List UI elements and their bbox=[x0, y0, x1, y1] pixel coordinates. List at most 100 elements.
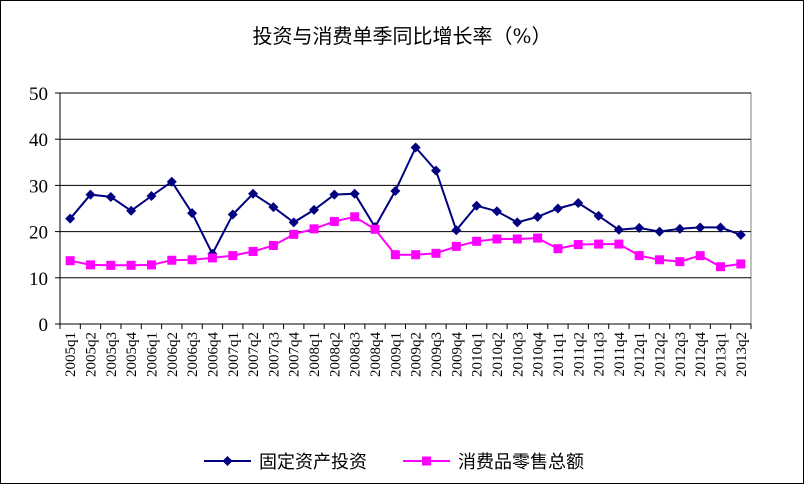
data-point bbox=[451, 241, 461, 251]
chart-title: 投资与消费单季同比增长率（%） bbox=[252, 24, 551, 48]
data-point bbox=[552, 203, 563, 214]
data-point bbox=[288, 217, 299, 228]
x-axis-ticks: 2005q1 2005q2 2005q3 2005q4 2006q1 2006q2 2006… bbox=[63, 332, 750, 378]
x-tick-label: 2007q4 bbox=[287, 332, 303, 378]
data-point bbox=[736, 259, 746, 269]
data-point bbox=[187, 208, 198, 219]
x-tick-label: 2010q2 bbox=[490, 332, 506, 377]
data-point bbox=[634, 251, 644, 261]
x-tick-label: 2013q2 bbox=[734, 332, 750, 377]
legend: 固定资产投资 消费品零售总额 bbox=[204, 452, 584, 473]
data-point bbox=[451, 225, 462, 236]
data-point bbox=[268, 202, 279, 213]
data-point bbox=[268, 240, 278, 250]
series-1 bbox=[65, 142, 746, 259]
x-tick-label: 2007q3 bbox=[266, 332, 282, 377]
data-point bbox=[634, 222, 645, 233]
data-point bbox=[126, 205, 137, 216]
series-2 bbox=[65, 212, 746, 272]
data-point bbox=[187, 255, 197, 265]
data-point bbox=[715, 222, 726, 233]
data-point bbox=[390, 185, 401, 196]
x-tick-label: 2008q4 bbox=[368, 332, 384, 378]
y-tick-label: 50 bbox=[29, 84, 48, 105]
x-tick-label: 2006q3 bbox=[185, 332, 201, 377]
x-tick-label: 2006q2 bbox=[165, 332, 181, 377]
data-point bbox=[207, 253, 217, 263]
x-tick-label: 2012q1 bbox=[632, 332, 648, 377]
data-point bbox=[106, 260, 116, 270]
data-point bbox=[613, 224, 624, 235]
x-tick-label: 2010q4 bbox=[531, 332, 547, 378]
data-point bbox=[430, 165, 441, 176]
x-tick-label: 2008q2 bbox=[327, 332, 343, 377]
data-point bbox=[146, 191, 157, 202]
data-point bbox=[471, 200, 482, 211]
data-point bbox=[309, 224, 319, 234]
data-point bbox=[674, 223, 685, 234]
x-tick-label: 2005q1 bbox=[63, 332, 79, 377]
y-axis-ticks: 0 10 20 30 40 50 bbox=[29, 84, 48, 336]
x-tick-label: 2006q4 bbox=[205, 332, 221, 378]
data-point bbox=[65, 213, 76, 224]
x-tick-label: 2013q1 bbox=[714, 332, 730, 377]
data-point bbox=[65, 256, 75, 266]
x-tick-label: 2005q2 bbox=[83, 332, 99, 377]
data-point bbox=[532, 211, 543, 222]
data-point bbox=[390, 250, 400, 260]
data-point bbox=[431, 248, 441, 258]
data-point bbox=[349, 188, 360, 199]
data-point bbox=[695, 251, 705, 261]
x-tick-label: 2009q3 bbox=[429, 332, 445, 377]
data-point bbox=[491, 206, 502, 217]
data-point bbox=[695, 222, 706, 233]
data-point bbox=[533, 233, 543, 243]
x-tick-label: 2011q4 bbox=[612, 332, 628, 377]
x-tick-label: 2011q2 bbox=[571, 332, 587, 376]
legend-entry-1: 固定资产投资 bbox=[204, 452, 367, 473]
data-point bbox=[248, 188, 259, 199]
data-point bbox=[329, 216, 339, 226]
legend-entry-2: 消费品零售总额 bbox=[403, 452, 584, 473]
legend-label: 固定资产投资 bbox=[259, 452, 367, 473]
y-tick-label: 20 bbox=[29, 223, 48, 244]
x-tick-label: 2009q1 bbox=[388, 332, 404, 377]
x-tick-label: 2010q3 bbox=[510, 332, 526, 377]
data-point bbox=[594, 239, 604, 249]
data-point bbox=[146, 260, 156, 270]
data-point bbox=[472, 236, 482, 246]
data-point bbox=[166, 176, 177, 187]
data-point bbox=[512, 234, 522, 244]
x-tick-label: 2011q3 bbox=[592, 332, 608, 376]
data-point bbox=[410, 142, 421, 153]
data-point bbox=[370, 224, 380, 234]
data-point bbox=[227, 209, 238, 220]
data-point bbox=[492, 234, 502, 244]
series-line bbox=[69, 145, 742, 257]
data-point bbox=[105, 191, 116, 202]
data-point bbox=[126, 260, 136, 270]
axes bbox=[55, 92, 752, 329]
data-point bbox=[350, 212, 360, 222]
data-point bbox=[411, 250, 421, 260]
y-tick-label: 10 bbox=[29, 269, 48, 290]
y-tick-label: 30 bbox=[29, 176, 48, 197]
data-point bbox=[553, 244, 563, 254]
plot-area bbox=[59, 92, 752, 325]
y-tick-label: 0 bbox=[39, 315, 49, 336]
x-tick-label: 2007q1 bbox=[226, 332, 242, 377]
data-point bbox=[85, 260, 95, 270]
series-line bbox=[69, 215, 741, 268]
x-tick-label: 2007q2 bbox=[246, 332, 262, 377]
x-tick-label: 2012q4 bbox=[693, 332, 709, 378]
x-tick-label: 2010q1 bbox=[470, 332, 486, 377]
data-point bbox=[309, 204, 320, 215]
legend-marker bbox=[222, 456, 233, 466]
data-point bbox=[573, 197, 584, 208]
data-point bbox=[248, 246, 258, 256]
data-point bbox=[675, 257, 685, 267]
series-group bbox=[65, 142, 746, 272]
legend-label: 消费品零售总额 bbox=[458, 452, 584, 473]
